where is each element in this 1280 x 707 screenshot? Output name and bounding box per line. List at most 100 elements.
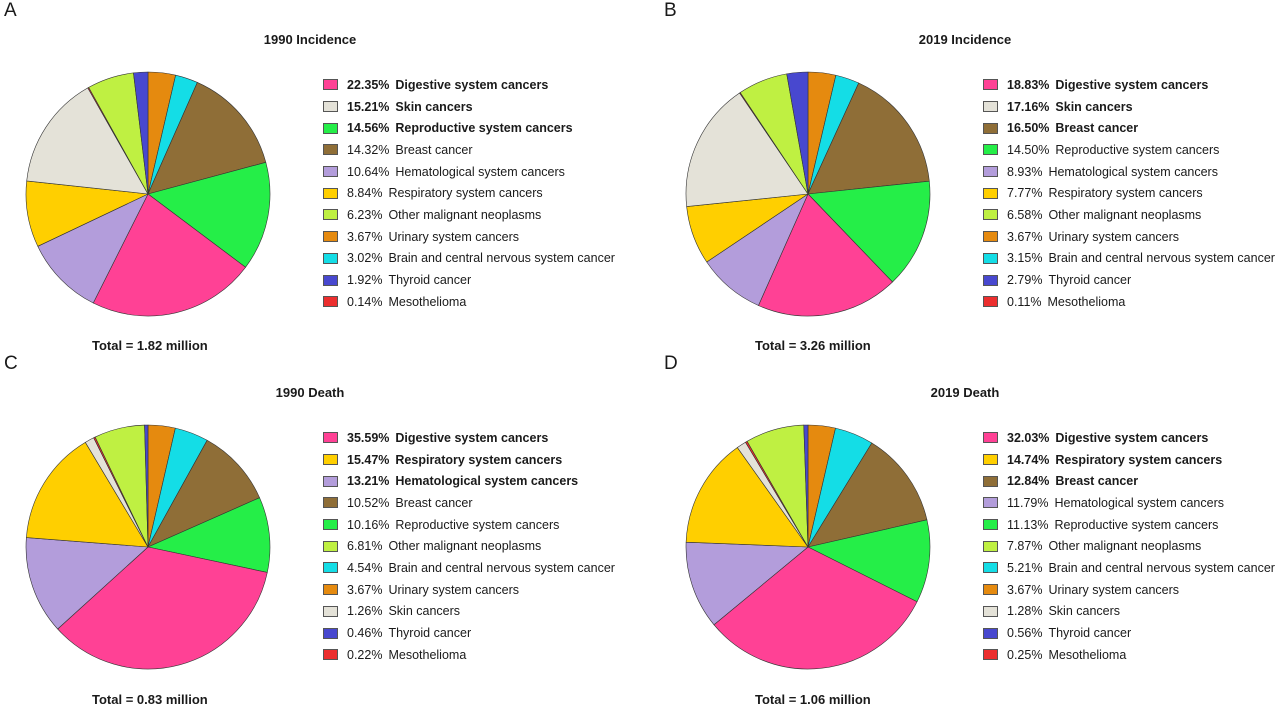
legend-swatch — [323, 584, 338, 596]
legend-item-reproductive-system-cancers: 11.13% Reproductive system cancers — [983, 514, 1280, 536]
pie-chart — [25, 424, 271, 670]
legend-label: Thyroid cancer — [1048, 273, 1132, 288]
legend-label: Other malignant neoplasms — [1048, 207, 1202, 222]
legend-item-skin-cancers: 15.21% Skin cancers — [323, 96, 643, 118]
legend-label: Thyroid cancer — [388, 273, 472, 288]
chart-title: 1990 Death — [275, 385, 345, 400]
legend: 35.59% Digestive system cancers 15.47% Resp… — [323, 427, 643, 666]
legend-item-other-malignant-neoplasms: 6.23% Other malignant neoplasms — [323, 204, 643, 226]
legend-item-reproductive-system-cancers: 10.16% Reproductive system cancers — [323, 514, 643, 536]
legend-swatch — [323, 79, 338, 91]
pie-slice-respiratory-system-cancers — [26, 442, 149, 548]
legend-item-hematological-system-cancers: 10.64% Hematological system cancers — [323, 161, 643, 183]
legend-label: Reproductive system cancers — [1054, 517, 1219, 532]
legend-item-breast-cancer: 12.84% Breast cancer — [983, 470, 1280, 492]
pie-slice-digestive-system-cancers — [92, 193, 246, 317]
legend-item-respiratory-system-cancers: 14.74% Respiratory system cancers — [983, 449, 1280, 471]
panel-b: B 2019 Incidence 18.83% Digestive system … — [660, 0, 1280, 353]
pie-chart — [685, 424, 931, 670]
legend-label: Respiratory system cancers — [395, 452, 563, 467]
legend-swatch — [983, 274, 998, 286]
legend-label: Urinary system cancers — [1048, 229, 1180, 244]
legend-swatch — [323, 475, 338, 487]
legend-label: Breast cancer — [395, 142, 473, 157]
legend-percent: 0.25% — [1007, 647, 1043, 662]
pie-slice-thyroid-cancer — [803, 424, 809, 548]
legend-label: Breast cancer — [1055, 474, 1139, 489]
pie-slice-reproductive-system-cancers — [807, 519, 931, 603]
pie-slice-hematological-system-cancers — [37, 193, 149, 304]
pie-slice-hematological-system-cancers — [685, 541, 809, 626]
panel-letter: C — [4, 353, 18, 374]
legend-swatch — [323, 627, 338, 639]
legend-label: Other malignant neoplasms — [1048, 539, 1202, 554]
legend-label: Reproductive system cancers — [395, 121, 573, 136]
legend-percent: 14.74% — [1007, 452, 1050, 467]
panel-letter: B — [664, 0, 677, 21]
legend-swatch — [983, 187, 998, 199]
chart-title: 2019 Incidence — [918, 32, 1012, 47]
legend-label: Skin cancers — [1055, 99, 1133, 114]
legend-item-urinary-system-cancers: 3.67% Urinary system cancers — [323, 226, 643, 248]
legend-label: Hematological system cancers — [395, 474, 579, 489]
legend-percent: 11.79% — [1007, 495, 1049, 510]
legend-percent: 15.47% — [347, 452, 390, 467]
legend-label: Other malignant neoplasms — [388, 207, 542, 222]
legend-label: Breast cancer — [395, 495, 473, 510]
legend-swatch — [983, 296, 998, 308]
legend: 18.83% Digestive system cancers 17.16% Skin… — [983, 74, 1280, 313]
legend-item-other-malignant-neoplasms: 6.81% Other malignant neoplasms — [323, 535, 643, 557]
legend-label: Mesothelioma — [1048, 647, 1127, 662]
legend-item-respiratory-system-cancers: 8.84% Respiratory system cancers — [323, 182, 643, 204]
legend-item-mesothelioma: 0.11% Mesothelioma — [983, 291, 1280, 313]
legend-swatch — [323, 144, 338, 156]
legend-item-brain-and-central-nervous-system-cancer: 5.21% Brain and central nervous system ca… — [983, 557, 1280, 579]
legend-percent: 0.56% — [1007, 626, 1043, 641]
legend-percent: 14.32% — [347, 142, 390, 157]
panel-letter: D — [664, 353, 678, 374]
panel-d: D 2019 Death 32.03% Digestive system canc… — [660, 353, 1280, 707]
legend-swatch — [983, 454, 998, 466]
legend-label: Skin cancers — [1048, 604, 1121, 619]
legend-label: Skin cancers — [388, 604, 461, 619]
legend-swatch — [323, 209, 338, 221]
legend-swatch — [983, 252, 998, 264]
legend-label: Mesothelioma — [1047, 294, 1126, 309]
legend-percent: 3.15% — [1007, 251, 1043, 266]
legend-label: Respiratory system cancers — [388, 186, 543, 201]
legend-label: Digestive system cancers — [1055, 77, 1209, 92]
legend-percent: 7.77% — [1007, 186, 1043, 201]
pie-slice-respiratory-system-cancers — [685, 447, 809, 548]
legend: 22.35% Digestive system cancers 15.21% Skin… — [323, 74, 643, 313]
legend-percent: 6.23% — [347, 207, 383, 222]
pie-slice-digestive-system-cancers — [57, 546, 268, 670]
legend-label: Hematological system cancers — [395, 164, 565, 179]
pie-chart — [685, 71, 931, 317]
pie-slice-breast-cancer — [147, 440, 260, 548]
legend-item-mesothelioma: 0.25% Mesothelioma — [983, 644, 1280, 666]
legend-percent: 35.59% — [347, 430, 390, 445]
legend-swatch — [983, 649, 998, 661]
legend-swatch — [323, 540, 338, 552]
legend-label: Skin cancers — [395, 99, 473, 114]
legend-percent: 10.16% — [347, 517, 390, 532]
legend-percent: 0.46% — [347, 626, 383, 641]
legend-item-brain-and-central-nervous-system-cancer: 3.15% Brain and central nervous system ca… — [983, 248, 1280, 270]
legend-item-digestive-system-cancers: 22.35% Digestive system cancers — [323, 74, 643, 96]
legend-percent: 3.67% — [347, 582, 383, 597]
legend-swatch — [323, 252, 338, 264]
legend-item-urinary-system-cancers: 3.67% Urinary system cancers — [983, 579, 1280, 601]
legend-percent: 16.50% — [1007, 121, 1050, 136]
legend-item-brain-and-central-nervous-system-cancer: 3.02% Brain and central nervous system ca… — [323, 248, 643, 270]
legend-item-thyroid-cancer: 0.46% Thyroid cancer — [323, 622, 643, 644]
legend-label: Respiratory system cancers — [1055, 452, 1223, 467]
legend-swatch — [983, 122, 998, 134]
legend-swatch — [323, 497, 338, 509]
legend: 32.03% Digestive system cancers 14.74% Resp… — [983, 427, 1280, 666]
pie-chart — [25, 71, 271, 317]
legend-label: Other malignant neoplasms — [388, 539, 542, 554]
legend-swatch — [983, 497, 998, 509]
legend-swatch — [983, 231, 998, 243]
legend-label: Hematological system cancers — [1048, 164, 1218, 179]
legend-percent: 0.11% — [1007, 294, 1042, 309]
